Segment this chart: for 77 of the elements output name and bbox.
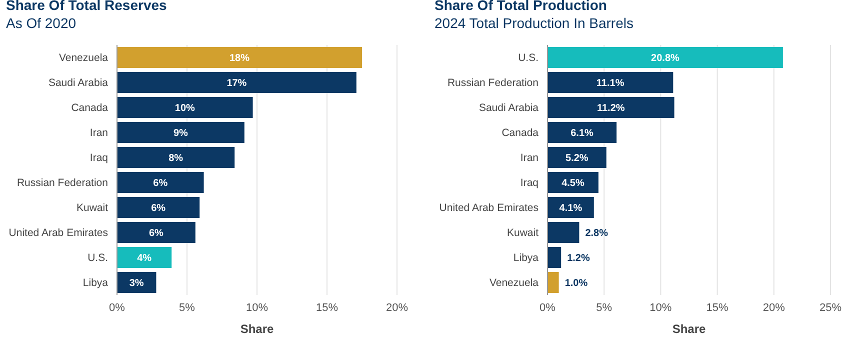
y-tick-label: Canada	[502, 127, 539, 140]
y-tick-label: United Arab Emirates	[8, 227, 108, 240]
bar	[548, 97, 674, 118]
bar	[548, 247, 562, 268]
bar	[548, 122, 617, 143]
x-tick-label: 10%	[246, 302, 268, 314]
data-label: 1.2%	[567, 253, 590, 264]
y-tick-label: Venezuela	[489, 277, 539, 290]
chart-title: Share Of Total Production	[434, 0, 607, 13]
bar	[117, 222, 196, 243]
data-label: 5.2%	[566, 153, 588, 164]
x-tick-label: 20%	[762, 302, 786, 314]
y-tick-label: Libya	[82, 277, 108, 290]
y-tick-label: United Arab Emirates	[439, 202, 538, 214]
y-tick-label: Kuwait	[506, 227, 539, 240]
bar	[548, 197, 594, 218]
bar	[117, 272, 156, 293]
data-label: 11.2%	[596, 103, 625, 114]
bar	[117, 172, 204, 193]
y-tick-label: Iraq	[90, 152, 108, 164]
data-label: 1.0%	[564, 278, 588, 289]
x-tick-label: 20%	[386, 302, 408, 314]
bar	[548, 147, 606, 168]
bar	[117, 247, 172, 268]
y-tick-label: Canada	[71, 102, 108, 114]
data-label: 8%	[168, 153, 184, 164]
y-tick-label: U.S.	[88, 252, 108, 264]
y-tick-label: Saudi Arabia	[478, 102, 539, 114]
data-label: 18%	[229, 53, 250, 64]
data-label: 11.1%	[596, 78, 624, 89]
bar	[548, 272, 559, 293]
bar	[548, 72, 674, 93]
bar	[117, 197, 200, 218]
data-label: 10%	[174, 103, 196, 114]
y-tick-label: U.S.	[518, 52, 538, 64]
x-tick-label: 5%	[596, 302, 612, 314]
data-label: 20.8%	[651, 53, 680, 64]
data-label: 2.8%	[585, 228, 608, 239]
x-tick-label: 15%	[316, 302, 338, 314]
chart-subtitle: 2024 Total Production In Barrels	[434, 15, 634, 31]
x-tick-label: 25%	[819, 302, 842, 314]
data-label: 9%	[173, 128, 188, 139]
data-label: 6%	[151, 203, 166, 214]
data-label: 4.5%	[562, 178, 584, 189]
y-tick-label: Saudi Arabia	[48, 77, 108, 90]
x-tick-label: 0%	[109, 302, 126, 314]
bar	[117, 147, 235, 168]
x-axis-title: Share	[672, 322, 706, 336]
x-tick-label: 5%	[179, 302, 196, 314]
y-tick-label: Iran	[520, 152, 539, 164]
y-tick-label: Libya	[513, 252, 539, 264]
data-label: 4%	[137, 253, 152, 264]
y-tick-label: Iran	[90, 127, 108, 140]
data-label: 6.1%	[570, 128, 594, 139]
bar	[117, 72, 356, 93]
bar	[117, 122, 244, 143]
y-tick-label: Russian Federation	[16, 177, 108, 190]
chart-title: Share Of Total Reserves	[6, 0, 168, 13]
chart-subtitle: As Of 2020	[6, 15, 76, 31]
x-tick-label: 15%	[706, 302, 729, 314]
x-axis-title: Share	[240, 322, 274, 336]
bar	[548, 47, 783, 68]
data-label: 6%	[153, 178, 168, 189]
y-tick-label: Kuwait	[76, 202, 108, 214]
x-tick-label: 10%	[650, 302, 672, 314]
bar	[548, 222, 580, 243]
y-tick-label: Iraq	[520, 177, 539, 190]
data-label: 17%	[226, 78, 247, 89]
bar	[117, 97, 253, 118]
data-label: 4.1%	[559, 203, 582, 214]
x-tick-label: 0%	[540, 302, 556, 314]
data-label: 3%	[129, 278, 144, 289]
y-tick-label: Russian Federation	[447, 77, 539, 90]
data-label: 6%	[148, 228, 164, 239]
y-tick-label: Venezuela	[58, 52, 108, 64]
bar	[548, 172, 598, 193]
bar	[117, 47, 362, 68]
